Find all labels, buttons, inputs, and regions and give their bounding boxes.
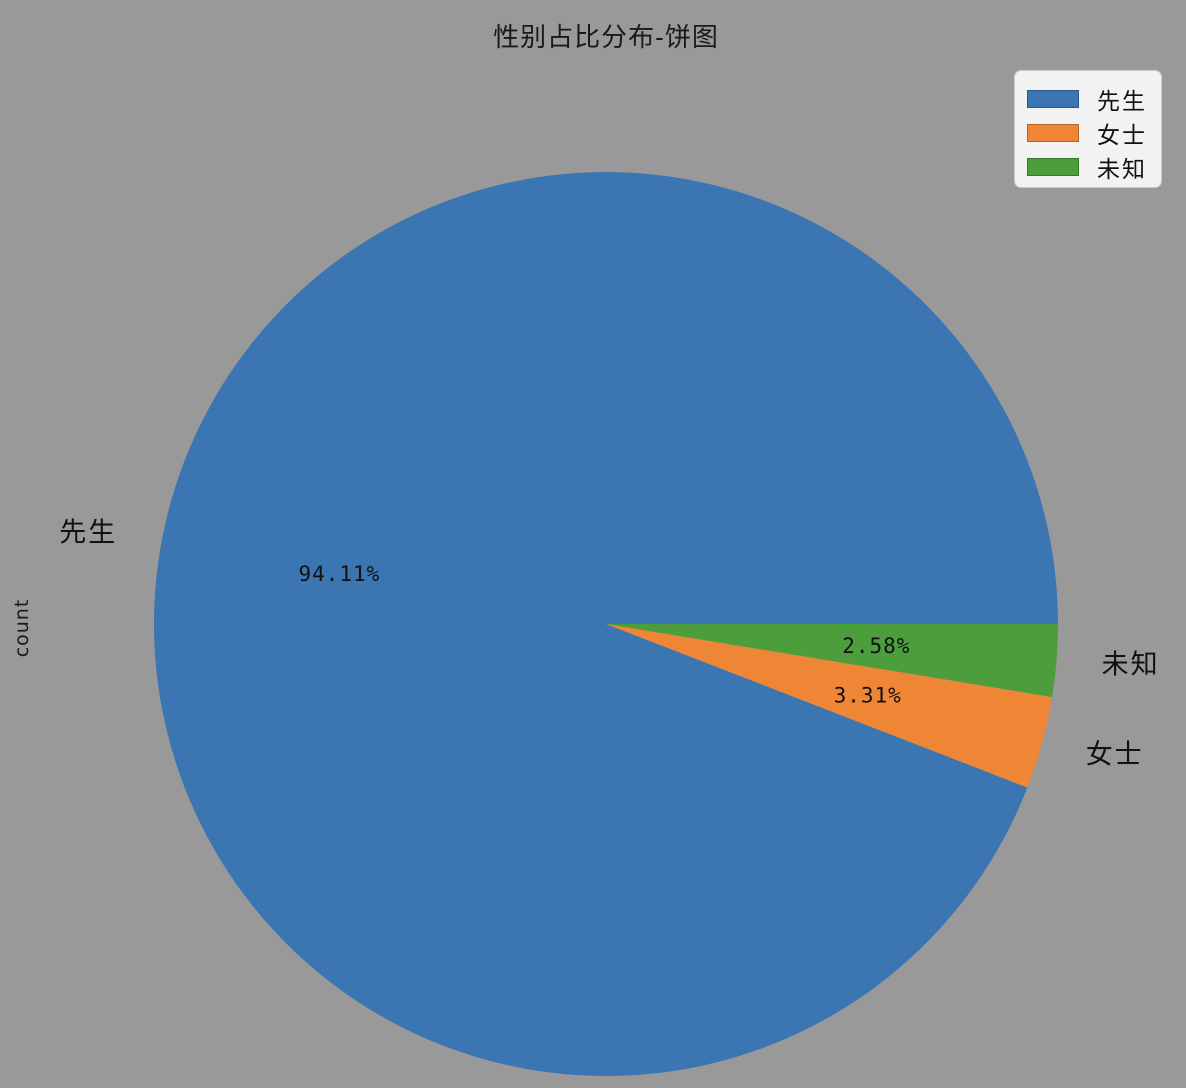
legend-swatch-2: [1027, 124, 1079, 142]
pie-slice-2: [606, 624, 1053, 788]
legend-item-3: 未知: [1027, 150, 1149, 184]
category-label-1: 先生: [59, 518, 117, 548]
legend-item-1: 先生: [1027, 82, 1149, 116]
legend-label-2: 女士: [1097, 122, 1147, 148]
category-label-2: 女士: [1086, 740, 1144, 770]
legend-item-2: 女士: [1027, 116, 1149, 150]
legend-label-3: 未知: [1097, 156, 1147, 182]
legend-swatch-3: [1027, 158, 1079, 176]
legend-label-1: 先生: [1097, 88, 1147, 114]
pie-slice-1: [154, 172, 1058, 1077]
category-label-3: 未知: [1102, 649, 1160, 679]
pie-slice-3: [606, 624, 1059, 697]
legend: 先生 女士 未知: [1014, 70, 1162, 188]
chart-title: 性别占比分布-饼图: [493, 22, 719, 52]
percent-label-1: 94.11%: [298, 562, 380, 586]
percent-label-2: 3.31%: [834, 683, 902, 707]
percent-label-3: 2.58%: [842, 634, 910, 658]
legend-swatch-1: [1027, 90, 1079, 108]
